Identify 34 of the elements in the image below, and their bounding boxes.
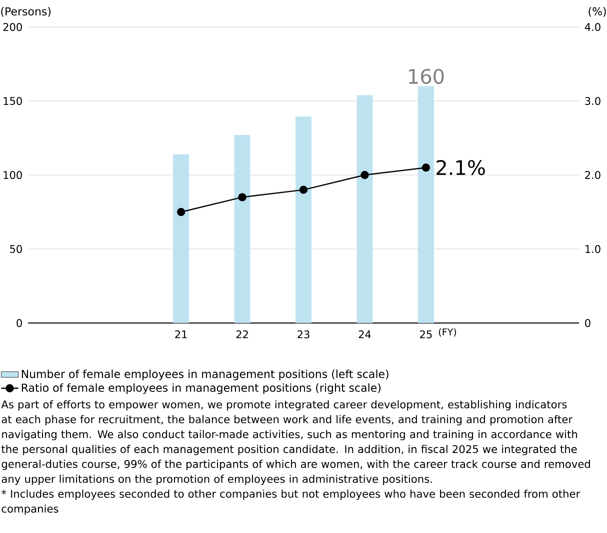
y-tick-label: 0 bbox=[16, 319, 22, 327]
y2-tick-label: 4.0 bbox=[584, 23, 600, 31]
legend-label: Ratio of female employees in management positions (right scale) bbox=[22, 383, 380, 394]
x-tick-label: 23 bbox=[298, 330, 310, 338]
point bbox=[299, 186, 308, 194]
x-tick-label: 25 bbox=[420, 330, 432, 338]
bar bbox=[234, 135, 250, 323]
y2-axis-title: (%) bbox=[588, 7, 606, 17]
data-label: 2.1% bbox=[436, 160, 485, 176]
text: As part of efforts to empower women, we promote integrated career development, establishing indicators at each phase for recruitment, the balance between work and life events, and training and promotion after navigating them. We also conduct tailor-made activities, such as mentoring and training in accordance with the personal qualities of each management position candidate. In addition, in fiscal 2025 we integrated the general-duties course, 99% of the participants of which are women, with the career track course and removed any upper limitations on the promotion of employees in administrative positions. bbox=[1, 400, 590, 485]
y2-tick-label: 3.0 bbox=[585, 97, 600, 105]
y-tick-label: 50 bbox=[10, 245, 22, 253]
y-axis-title: (Persons) bbox=[1, 7, 51, 17]
x-axis-title: (FY) bbox=[438, 328, 456, 337]
point bbox=[422, 164, 430, 172]
bar bbox=[356, 95, 373, 323]
point bbox=[238, 193, 246, 202]
point bbox=[360, 170, 369, 180]
y-tick-label: 100 bbox=[4, 171, 22, 179]
bar bbox=[296, 116, 312, 323]
x-tick-label: 21 bbox=[175, 330, 187, 338]
text: * Includes employees seconded to other companies but not employees who have been seconded from other companies bbox=[2, 490, 580, 515]
bar bbox=[173, 154, 190, 323]
data-label: 160 bbox=[409, 68, 444, 84]
y2-tick-label: 0 bbox=[585, 319, 590, 327]
x-tick-label: 24 bbox=[358, 330, 371, 338]
point bbox=[176, 208, 186, 216]
y2-tick-label: 1.0 bbox=[586, 245, 600, 253]
legend-label: Number of female employees in management positions (left scale) bbox=[22, 370, 388, 380]
y2-tick-label: 2.0 bbox=[585, 171, 600, 179]
x-tick-label: 22 bbox=[236, 330, 248, 338]
y-tick-label: 200 bbox=[3, 23, 22, 31]
bar bbox=[418, 86, 434, 323]
y-tick-label: 150 bbox=[4, 97, 22, 105]
